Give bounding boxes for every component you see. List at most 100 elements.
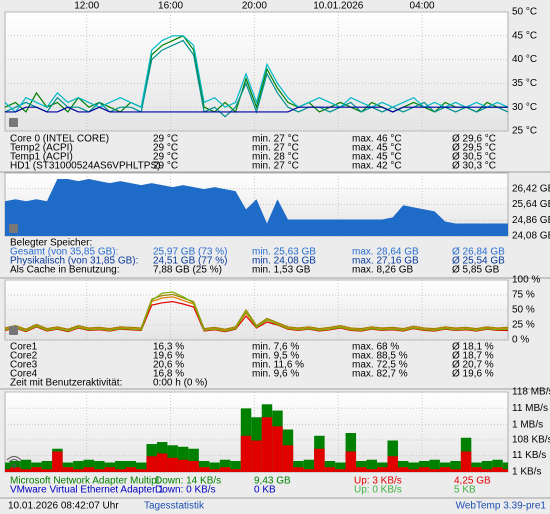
traffic-bar (261, 417, 273, 472)
sensor-name: HD1 (ST31000524AS6VPHLTPS) (10, 161, 160, 172)
y-tick-label: 1 KB/s (512, 467, 541, 478)
traffic-bar (429, 459, 440, 472)
traffic-bar (73, 460, 84, 472)
traffic-bar (481, 460, 493, 472)
y-tick-label: 100 % (512, 275, 540, 286)
traffic-bar (240, 435, 252, 472)
memory-area (5, 179, 508, 236)
x-tick-label: 10.01.2026 (313, 1, 363, 12)
traffic-bar (83, 459, 95, 472)
table-cell: Microsoft Network Adapter Multipl (10, 476, 159, 487)
sensor-stat: Ø 20,7 % (452, 360, 494, 371)
traffic-bar (471, 467, 482, 472)
table-cell: Ø 26,84 GB (452, 247, 505, 258)
table-cell: Ø 25,54 GB (452, 256, 505, 267)
sensor-name: Core 0 (INTEL CORE) (10, 134, 109, 145)
y-tick-label: 25,64 GB (512, 199, 550, 210)
traffic-bar (397, 467, 409, 472)
traffic-bar (219, 467, 231, 472)
traffic-bar (20, 469, 32, 472)
table-cell: 4,25 GB (454, 476, 491, 487)
y-tick-label: 11 MB/s (512, 403, 548, 414)
traffic-bar (251, 440, 262, 472)
sensor-stat: 19,6 % (153, 351, 184, 362)
sensor-stat: 16,3 % (153, 342, 184, 353)
traffic-bar (408, 462, 419, 472)
table-cell: min. 1,53 GB (252, 265, 311, 276)
y-tick-label: 75 % (512, 290, 535, 301)
traffic-bar (282, 445, 294, 472)
traffic-bar (439, 467, 451, 472)
table-cell: max. 27,16 GB (352, 256, 419, 267)
y-tick-label: 50 % (512, 305, 535, 316)
version-link[interactable]: WebTemp 3.39-pre1 (456, 501, 547, 512)
sensor-stat: min. 27 °C (252, 134, 299, 145)
series-line (5, 106, 508, 113)
traffic-bar (335, 462, 346, 472)
traffic-bar (272, 426, 283, 472)
y-tick-label: 118 MB/s (512, 387, 550, 398)
sensor-stat: max. 82,7 % (352, 369, 408, 380)
traffic-bar (303, 459, 315, 472)
traffic-bar (83, 467, 95, 472)
traffic-bar (125, 460, 136, 472)
traffic-bar (502, 469, 508, 472)
traffic-bar (167, 457, 178, 472)
table-cell: 7,88 GB (25 %) (153, 265, 222, 276)
traffic-bar (450, 469, 461, 472)
table-cell: Down: 0 KB/s (155, 485, 216, 496)
chip-icon (9, 118, 18, 335)
y-tick-label: 45 °C (512, 30, 537, 41)
table-cell: max. 8,26 GB (352, 265, 413, 276)
sensor-stat: Ø 30,5 °C (452, 152, 496, 163)
traffic-bar (356, 467, 367, 472)
table-cell: Up: 3 KB/s (354, 476, 402, 487)
sensor-stat: min. 28 °C (252, 152, 299, 163)
y-tick-label: 30 °C (512, 102, 537, 113)
sensor-name: Core3 (10, 360, 38, 371)
traffic-bar (104, 467, 116, 472)
traffic-bar (418, 460, 430, 472)
x-tick-label: 04:00 (410, 1, 435, 12)
traffic-bar (377, 467, 388, 472)
sensor-stat: max. 68 % (352, 342, 399, 353)
traffic-bar (135, 462, 147, 472)
traffic-bar (293, 460, 304, 472)
traffic-bar (387, 456, 398, 472)
table-cell: 25,97 GB (73 %) (153, 247, 227, 258)
traffic-bar (20, 459, 32, 472)
y-tick-label: 40 °C (512, 54, 537, 65)
activity-label: Zeit mit Benutzeraktivität: (10, 378, 122, 389)
traffic-bar (450, 460, 461, 472)
sensor-stat: max. 45 °C (352, 152, 402, 163)
traffic-bar (219, 459, 231, 472)
x-tick-label: 12:00 (74, 1, 99, 12)
traffic-bar (73, 469, 84, 472)
sensor-stat: max. 46 °C (352, 134, 402, 145)
series-line (4, 293, 509, 330)
traffic-bar (230, 460, 241, 472)
sensor-stat: min. 11,6 % (252, 360, 304, 371)
traffic-bar (188, 448, 199, 472)
traffic-bar (345, 451, 357, 472)
table-cell: 5 KB (454, 485, 476, 496)
sensor-stat: Ø 29,6 °C (452, 134, 496, 145)
traffic-bar (41, 460, 53, 472)
activity-value: 0:00 h (0 %) (153, 378, 207, 389)
table-cell: 0 KB (254, 485, 276, 496)
table-cell: Down: 14 KB/s (155, 476, 221, 487)
table-cell: min. 24,08 GB (252, 256, 316, 267)
sensor-stat: 16,8 % (153, 369, 184, 380)
sensor-stat: max. 72,5 % (352, 360, 408, 371)
traffic-bar (52, 451, 63, 472)
table-cell: Up: 0 KB/s (354, 485, 402, 496)
table-cell: Gesamt (von 35,85 GB): (10, 247, 118, 258)
traffic-bar (293, 467, 304, 472)
daily-stats-link[interactable]: Tagesstatistik (144, 501, 205, 512)
traffic-bar (41, 469, 53, 472)
traffic-bar (209, 462, 220, 472)
traffic-bar (366, 459, 378, 472)
section-heading: Belegter Speicher: (10, 238, 92, 249)
traffic-bar (115, 460, 126, 472)
